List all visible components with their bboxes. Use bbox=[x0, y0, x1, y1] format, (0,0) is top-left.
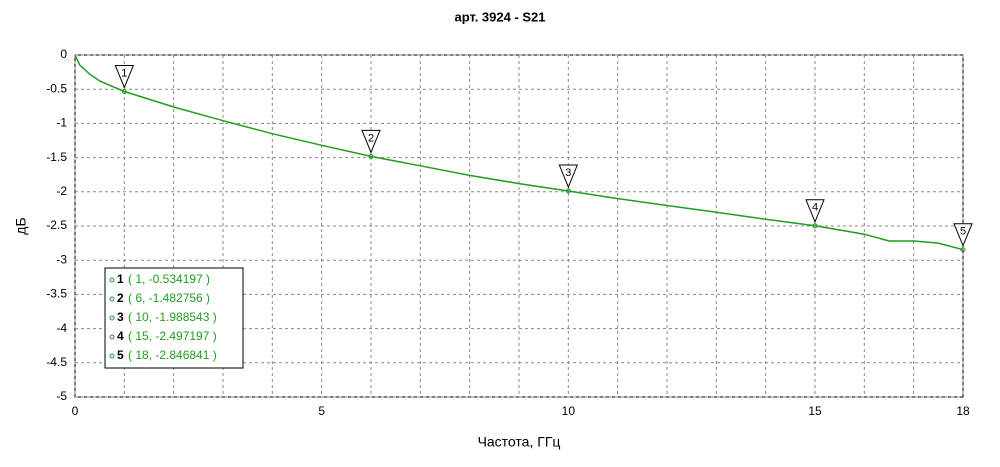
legend-value: ( 15, -2.497197 ) bbox=[128, 329, 217, 343]
legend-value: ( 18, -2.846841 ) bbox=[128, 348, 217, 362]
legend-value: ( 6, -1.482756 ) bbox=[128, 291, 210, 305]
marker-point bbox=[565, 188, 571, 194]
marker-point bbox=[960, 247, 966, 253]
marker-triangle bbox=[361, 129, 381, 154]
y-tick-label: -4 bbox=[56, 321, 67, 335]
legend-symbol bbox=[109, 334, 115, 340]
marker-triangle bbox=[558, 164, 579, 189]
legend-number: 3 bbox=[117, 310, 124, 324]
legend-value: ( 10, -1.988543 ) bbox=[128, 310, 217, 324]
legend-number: 5 bbox=[117, 348, 124, 362]
legend-symbol bbox=[109, 315, 115, 321]
marker-point bbox=[812, 223, 818, 229]
y-tick-label: -5 bbox=[56, 389, 67, 403]
y-axis-label: дБ bbox=[13, 217, 29, 234]
x-tick-label: 15 bbox=[808, 404, 822, 418]
y-tick-label: -2.5 bbox=[46, 218, 67, 232]
legend-symbol bbox=[109, 296, 115, 302]
marker-triangle bbox=[805, 199, 825, 224]
x-tick-label: 0 bbox=[72, 404, 79, 418]
marker-triangle bbox=[953, 223, 973, 248]
data-line bbox=[74, 54, 964, 251]
y-tick-label: -1.5 bbox=[46, 150, 67, 164]
legend-number: 4 bbox=[117, 329, 124, 343]
y-tick-label: -1 bbox=[56, 116, 67, 130]
marker-number: 5 bbox=[960, 226, 966, 238]
marker-point bbox=[368, 153, 374, 159]
marker-triangle bbox=[114, 65, 135, 89]
marker-number: 1 bbox=[121, 67, 127, 79]
x-tick-label: 18 bbox=[956, 404, 970, 418]
chart-title: арт. 3924 - S21 bbox=[454, 9, 545, 24]
marker-number: 2 bbox=[368, 132, 374, 144]
y-tick-label: -2 bbox=[56, 184, 67, 198]
marker-point bbox=[121, 89, 127, 95]
x-tick-label: 5 bbox=[318, 404, 325, 418]
x-tick-label: 10 bbox=[562, 404, 576, 418]
y-tick-label: -4.5 bbox=[46, 355, 67, 369]
legend-number: 2 bbox=[117, 291, 124, 305]
y-tick-label: -3.5 bbox=[46, 287, 67, 301]
legend-symbol bbox=[109, 353, 115, 359]
x-axis-label: Частота, ГГц bbox=[478, 434, 561, 450]
y-tick-label: 0 bbox=[60, 47, 67, 61]
y-tick-label: -3 bbox=[56, 252, 67, 266]
legend-value: ( 1, -0.534197 ) bbox=[128, 272, 210, 286]
y-tick-label: -0.5 bbox=[46, 81, 67, 95]
legend-box bbox=[104, 267, 244, 369]
legend-number: 1 bbox=[117, 272, 124, 286]
marker-number: 3 bbox=[565, 167, 571, 179]
marker-number: 4 bbox=[812, 202, 818, 214]
legend-symbol bbox=[109, 277, 115, 283]
